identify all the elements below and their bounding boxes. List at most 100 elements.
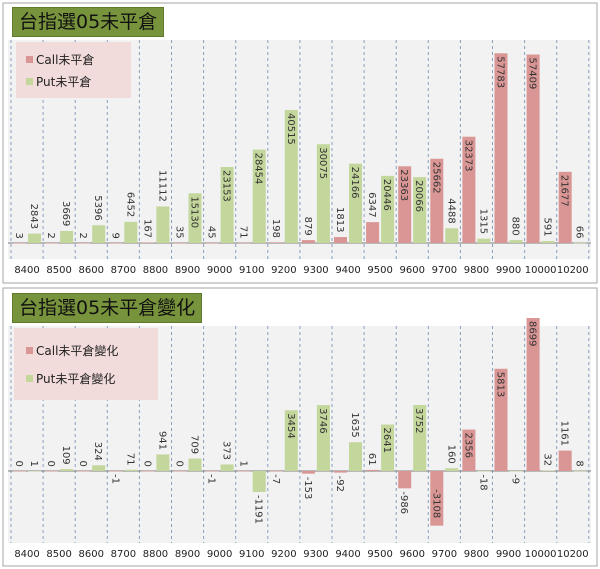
data-label: 57409 xyxy=(527,58,538,90)
call-bar xyxy=(109,471,123,472)
call-bar xyxy=(366,222,380,243)
x-tick-label: 9200 xyxy=(271,549,296,560)
data-label: 0 xyxy=(141,461,152,467)
data-label: 709 xyxy=(189,435,200,454)
put-bar xyxy=(445,468,459,471)
x-tick-label: 9500 xyxy=(367,549,392,560)
call-bar xyxy=(141,242,155,243)
put-bar xyxy=(252,471,266,492)
x-tick-label: 8600 xyxy=(79,265,104,276)
data-label: 21677 xyxy=(559,175,570,207)
data-label: -986 xyxy=(398,491,409,514)
data-label: 324 xyxy=(92,442,103,461)
x-tick-label: 9000 xyxy=(207,265,232,276)
put-bar xyxy=(28,470,41,472)
x-tick-label: 8400 xyxy=(14,549,39,560)
call-bar xyxy=(237,470,251,472)
put-bar xyxy=(573,470,587,472)
data-label: 1813 xyxy=(334,207,345,232)
x-tick-label: 9500 xyxy=(367,265,392,276)
x-tick-label: 8800 xyxy=(143,549,168,560)
data-label: 8 xyxy=(574,460,585,466)
data-label: 1635 xyxy=(349,412,360,437)
data-label: 28454 xyxy=(253,153,264,185)
x-tick-label: 8600 xyxy=(79,549,104,560)
put-swatch xyxy=(26,77,33,85)
legend-item-call: Call未平倉 xyxy=(26,48,121,70)
x-tick-label: 8500 xyxy=(46,549,71,560)
data-label: -1 xyxy=(109,474,120,484)
call-bar xyxy=(109,242,123,244)
data-label: 1 xyxy=(28,460,39,466)
x-tick-label: 8700 xyxy=(111,549,136,560)
data-label: 3746 xyxy=(317,408,328,433)
call-bar xyxy=(205,242,219,244)
data-label: 2843 xyxy=(28,204,39,229)
legend-label: Call未平倉 xyxy=(36,52,95,67)
data-label: -1 xyxy=(206,474,217,484)
x-tick-label: 9600 xyxy=(400,549,425,560)
legend-top: Call未平倉 Put未平倉 xyxy=(16,42,131,98)
data-label: 198 xyxy=(270,219,281,238)
x-tick-label: 10200 xyxy=(557,265,589,276)
data-label: 2 xyxy=(77,232,88,238)
data-label: 167 xyxy=(141,219,152,238)
put-bar xyxy=(477,471,491,472)
call-bar xyxy=(45,242,59,244)
call-bar xyxy=(430,471,444,526)
put-bar xyxy=(188,458,202,471)
call-bar xyxy=(173,242,187,244)
legend-item-put: Put未平倉 xyxy=(26,70,121,92)
x-tick-label: 9700 xyxy=(432,549,457,560)
legend-label: Put未平倉 xyxy=(36,74,92,89)
data-label: 40515 xyxy=(285,113,296,145)
data-label: 20066 xyxy=(413,180,424,212)
x-tick-label: 8400 xyxy=(14,265,39,276)
data-label: 3669 xyxy=(60,201,71,226)
call-bar xyxy=(430,158,444,243)
data-label: 2356 xyxy=(462,433,473,458)
x-tick-label: 9300 xyxy=(303,265,328,276)
data-label: 3 xyxy=(13,232,24,238)
put-bar xyxy=(316,405,330,471)
put-bar xyxy=(188,193,202,243)
put-bar xyxy=(413,177,427,243)
x-tick-label: 10000 xyxy=(525,265,557,276)
call-bar xyxy=(173,471,187,472)
call-bar xyxy=(526,318,540,471)
put-bar xyxy=(445,228,459,243)
x-tick-label: 10000 xyxy=(525,549,557,560)
data-label: 591 xyxy=(542,218,553,237)
put-bar xyxy=(124,221,138,243)
call-bar xyxy=(13,242,26,244)
data-label: -9 xyxy=(510,474,521,484)
put-swatch xyxy=(26,374,33,382)
put-bar xyxy=(156,454,170,471)
put-bar xyxy=(284,410,298,471)
call-bar xyxy=(13,471,26,472)
put-bar xyxy=(92,465,106,471)
data-label: -153 xyxy=(302,477,313,500)
data-label: 1161 xyxy=(559,421,570,446)
put-bar xyxy=(60,230,74,243)
put-bar xyxy=(28,233,41,243)
data-label: 0 xyxy=(45,461,56,467)
call-bar xyxy=(301,240,315,243)
call-bar xyxy=(269,242,283,243)
x-tick-label: 8800 xyxy=(143,265,168,276)
data-label: 23153 xyxy=(221,170,232,202)
data-label: 3454 xyxy=(285,413,296,438)
data-label: 3752 xyxy=(413,408,424,433)
data-label: 5813 xyxy=(495,372,506,397)
call-bar xyxy=(462,429,476,471)
call-bar xyxy=(526,54,540,244)
data-label: 373 xyxy=(221,441,232,460)
call-bar xyxy=(398,471,412,489)
put-bar xyxy=(509,240,523,243)
data-label: 0 xyxy=(174,461,185,467)
x-tick-label: 8900 xyxy=(175,265,200,276)
chart-title-bottom: 台指選05未平倉變化 xyxy=(12,293,203,323)
call-bar xyxy=(45,471,59,472)
data-label: 6452 xyxy=(124,192,135,217)
put-bar xyxy=(316,144,330,243)
